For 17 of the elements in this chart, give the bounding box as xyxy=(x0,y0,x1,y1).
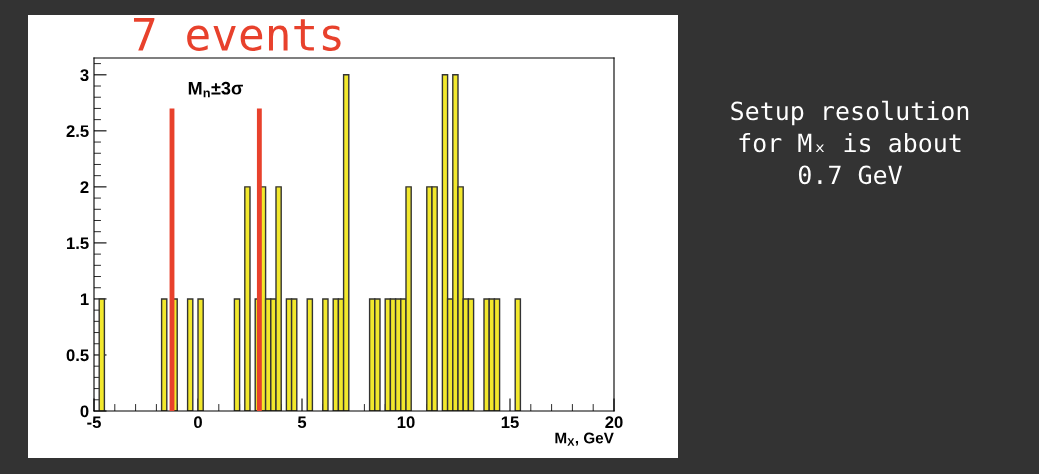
annotation: M$_{n}$±3σ xyxy=(188,81,243,98)
y-tick-label: 1.5 xyxy=(67,237,89,250)
y-tick-label: 0 xyxy=(80,405,89,418)
x-tick-label: 10 xyxy=(397,416,415,429)
text: Setup resolution for Mₓ is about 0.7 GeV xyxy=(731,100,969,185)
y-tick-label: 2.5 xyxy=(66,125,89,138)
x-tick-label: 5 xyxy=(297,416,307,429)
y-tick-label: 3 xyxy=(80,69,89,82)
y-tick-label: 0.5 xyxy=(66,349,89,362)
x-tick-label: 20 xyxy=(605,416,623,429)
x-axis-title: M$_{X}$, GeV xyxy=(555,432,614,446)
chart-title: 7 events xyxy=(133,17,341,52)
y-tick-label: 1 xyxy=(80,293,89,305)
x-tick-label: -5 xyxy=(87,416,101,429)
x-tick-label: 15 xyxy=(501,416,519,429)
x-tick-label: 0 xyxy=(194,416,202,429)
y-tick-label: 2 xyxy=(80,181,89,193)
